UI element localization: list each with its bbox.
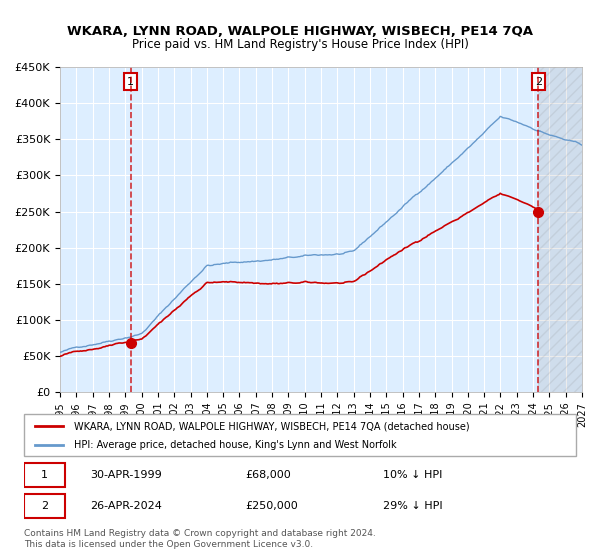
Text: HPI: Average price, detached house, King's Lynn and West Norfolk: HPI: Average price, detached house, King…: [74, 440, 397, 450]
FancyBboxPatch shape: [24, 463, 65, 487]
Text: Contains HM Land Registry data © Crown copyright and database right 2024.
This d: Contains HM Land Registry data © Crown c…: [24, 529, 376, 549]
FancyBboxPatch shape: [24, 494, 65, 518]
FancyBboxPatch shape: [24, 414, 576, 456]
Text: 26-APR-2024: 26-APR-2024: [90, 501, 162, 511]
Text: 1: 1: [127, 77, 134, 87]
Text: 2: 2: [41, 501, 48, 511]
Bar: [538, 67, 582, 392]
Text: 1: 1: [41, 470, 48, 480]
Text: 2: 2: [535, 77, 542, 87]
Text: 29% ↓ HPI: 29% ↓ HPI: [383, 501, 442, 511]
Text: 10% ↓ HPI: 10% ↓ HPI: [383, 470, 442, 480]
Text: WKARA, LYNN ROAD, WALPOLE HIGHWAY, WISBECH, PE14 7QA: WKARA, LYNN ROAD, WALPOLE HIGHWAY, WISBE…: [67, 25, 533, 38]
Text: £250,000: £250,000: [245, 501, 298, 511]
Text: WKARA, LYNN ROAD, WALPOLE HIGHWAY, WISBECH, PE14 7QA (detached house): WKARA, LYNN ROAD, WALPOLE HIGHWAY, WISBE…: [74, 421, 469, 431]
Text: Price paid vs. HM Land Registry's House Price Index (HPI): Price paid vs. HM Land Registry's House …: [131, 38, 469, 50]
Text: 30-APR-1999: 30-APR-1999: [90, 470, 162, 480]
Text: £68,000: £68,000: [245, 470, 290, 480]
